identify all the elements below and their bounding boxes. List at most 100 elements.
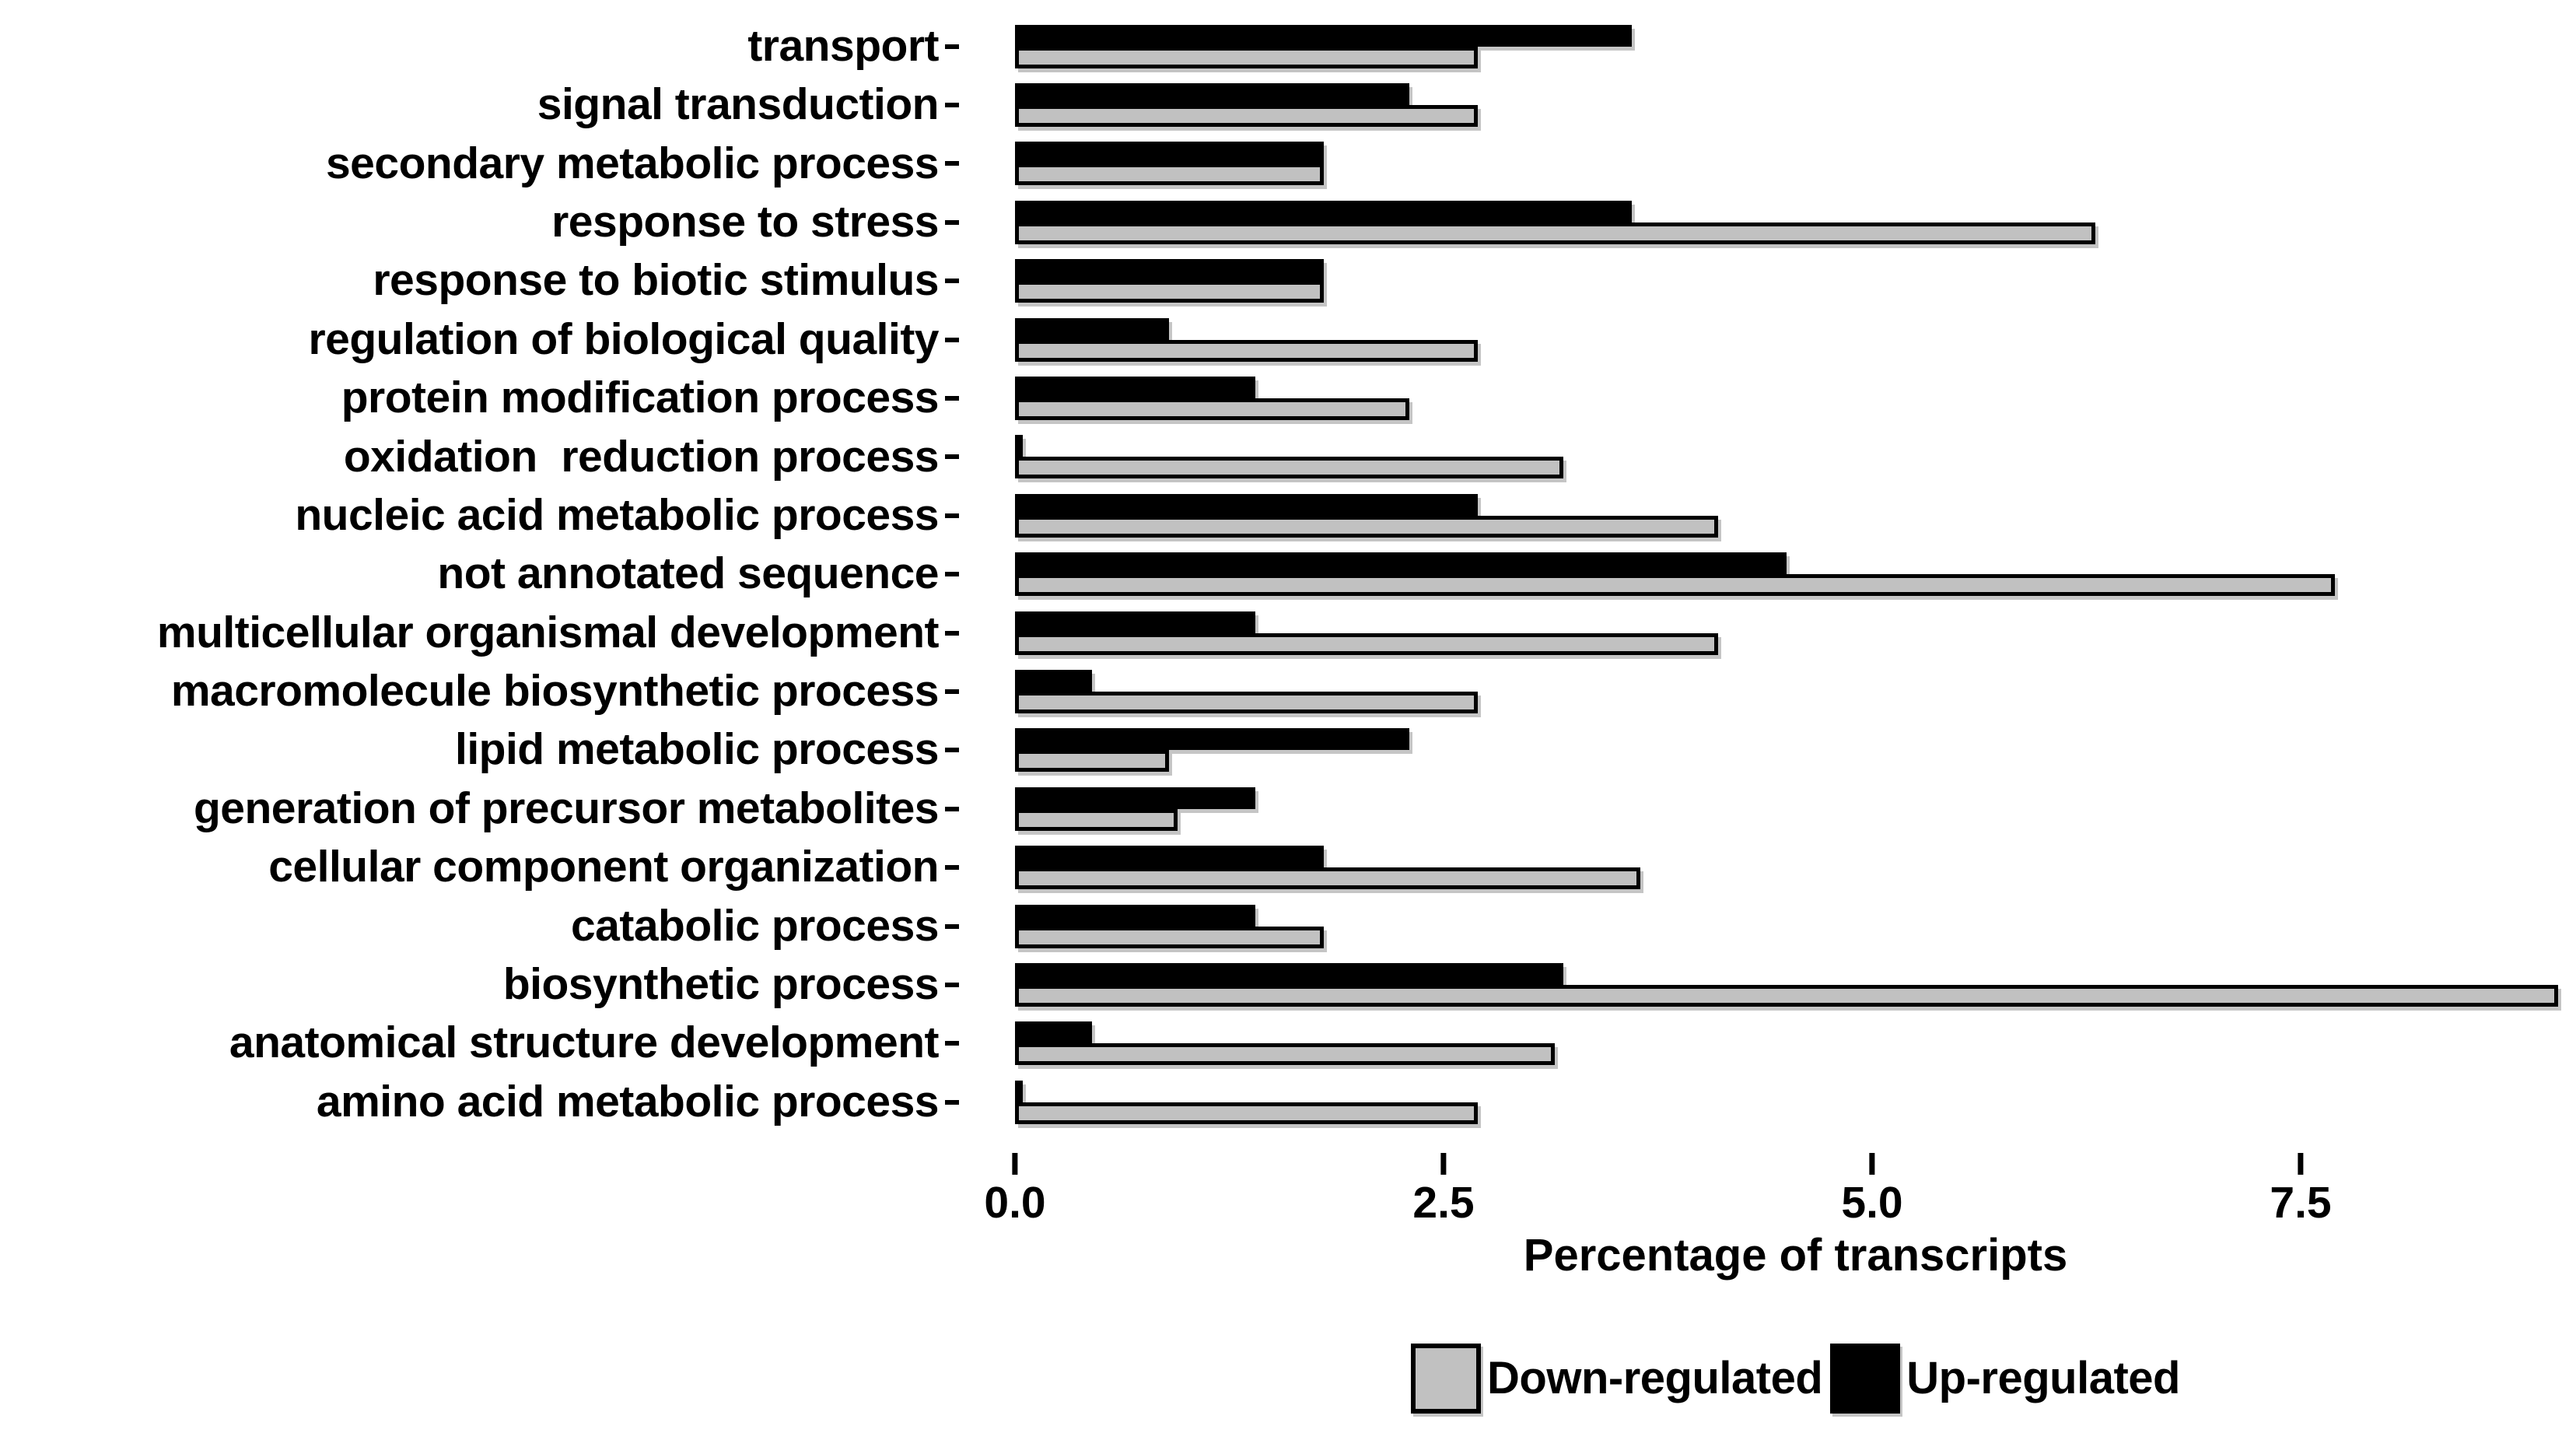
x-axis-tick-label: 0.0 [984,1178,1046,1228]
down-regulated-bar [1015,750,1170,773]
x-axis-tick-group: 7.5 [2270,1153,2332,1228]
category-label: generation of precursor metabolites [193,783,940,833]
down-regulated-bar [1015,515,1718,538]
plot-rows: transport signal transduction secondary … [0,17,2576,1131]
bar-pair [1015,662,2576,720]
y-axis-tick [945,161,959,166]
up-regulated-bar [1015,259,1324,282]
y-axis-tick [945,865,959,871]
category-label: not annotated sequence [437,548,939,599]
x-axis-tick [2298,1153,2304,1175]
up-regulated-bar [1015,904,1255,927]
bar-pair [1015,252,2576,310]
category-row: response to stress [0,193,2576,251]
category-row: amino acid metabolic process [0,1073,2576,1131]
legend-label-down-regulated: Down-regulated [1487,1353,1823,1403]
up-regulated-bar [1015,787,1255,809]
x-axis-tick-group: 2.5 [1412,1153,1475,1228]
legend: Down-regulated Up-regulated [1015,1340,2576,1417]
bar-pair [1015,1073,2576,1131]
bar-pair [1015,721,2576,780]
down-regulated-bar [1015,457,1564,479]
down-regulated-bar [1015,46,1479,68]
bar-pair [1015,780,2576,838]
y-axis-tick [945,454,959,460]
category-label: signal transduction [537,79,940,130]
category-row: not annotated sequence [0,545,2576,604]
y-axis-tick [945,1099,959,1105]
bar-pair [1015,604,2576,662]
up-regulated-bar [1015,435,1023,457]
category-label: multicellular organismal development [156,607,940,657]
category-row: multicellular organismal development [0,604,2576,662]
category-label: secondary metabolic process [325,138,940,188]
y-axis-tick [945,396,959,401]
up-regulated-bar [1015,200,1633,222]
category-row: macromolecule biosynthetic process [0,662,2576,720]
up-regulated-bar [1015,1021,1093,1044]
category-row: protein modification process [0,369,2576,427]
up-regulated-bar [1015,24,1633,47]
category-row: anatomical structure development [0,1014,2576,1073]
y-axis-tick [945,337,959,342]
y-axis-tick [945,219,959,225]
legend-swatch-down-regulated [1411,1344,1482,1414]
category-label: nucleic acid metabolic process [295,489,939,540]
down-regulated-bar [1015,222,2095,244]
y-axis-tick [945,572,959,577]
category-row: nucleic acid metabolic process [0,486,2576,545]
y-axis-tick [945,688,959,694]
up-regulated-bar [1015,142,1324,164]
bar-pair [1015,486,2576,545]
down-regulated-bar [1015,1043,1556,1066]
up-regulated-bar [1015,728,1409,751]
up-regulated-bar [1015,83,1409,106]
up-regulated-bar [1015,611,1255,633]
x-axis-title: Percentage of transcripts [1523,1230,2068,1281]
category-label: transport [747,20,939,71]
category-label: response to biotic stimulus [373,255,939,306]
category-label: lipid metabolic process [454,724,940,775]
legend-item-up-regulated: Up-regulated [1830,1344,2180,1414]
category-label: macromolecule biosynthetic process [170,666,940,716]
x-axis-tick [1440,1153,1447,1175]
category-label: regulation of biological quality [308,314,939,364]
category-label: oxidation reduction process [343,431,940,482]
x-axis-tick [1012,1153,1018,1175]
bar-pair [1015,135,2576,193]
bar-pair [1015,193,2576,251]
category-row: signal transduction [0,75,2576,134]
x-axis: 0.0 2.5 5.0 7.5 [984,1153,2576,1246]
y-axis-tick [945,748,959,753]
category-label: cellular component organization [268,842,939,892]
x-axis-tick-label: 2.5 [1412,1178,1475,1228]
bar-pair [1015,310,2576,369]
y-axis-tick [945,279,959,284]
down-regulated-bar [1015,339,1479,362]
x-axis-tick-label: 7.5 [2270,1178,2332,1228]
up-regulated-bar [1015,317,1170,340]
category-row: regulation of biological quality [0,310,2576,369]
up-regulated-bar [1015,377,1255,399]
down-regulated-bar [1015,691,1479,713]
category-row: transport [0,17,2576,75]
category-label: amino acid metabolic process [316,1076,940,1126]
y-axis-tick [945,103,959,108]
down-regulated-bar [1015,632,1718,655]
bar-pair [1015,955,2576,1014]
y-axis-tick [945,1041,959,1046]
category-row: secondary metabolic process [0,135,2576,193]
category-row: cellular component organization [0,838,2576,896]
down-regulated-bar [1015,926,1324,948]
y-axis-tick [945,630,959,636]
bar-pair [1015,17,2576,75]
legend-swatch-up-regulated [1830,1344,1901,1414]
down-regulated-bar [1015,398,1409,421]
category-row: biosynthetic process [0,955,2576,1014]
category-row: oxidation reduction process [0,428,2576,486]
down-regulated-bar [1015,163,1324,186]
category-row: lipid metabolic process [0,721,2576,780]
y-axis-tick [945,44,959,49]
x-axis-tick-group: 0.0 [984,1153,1046,1228]
